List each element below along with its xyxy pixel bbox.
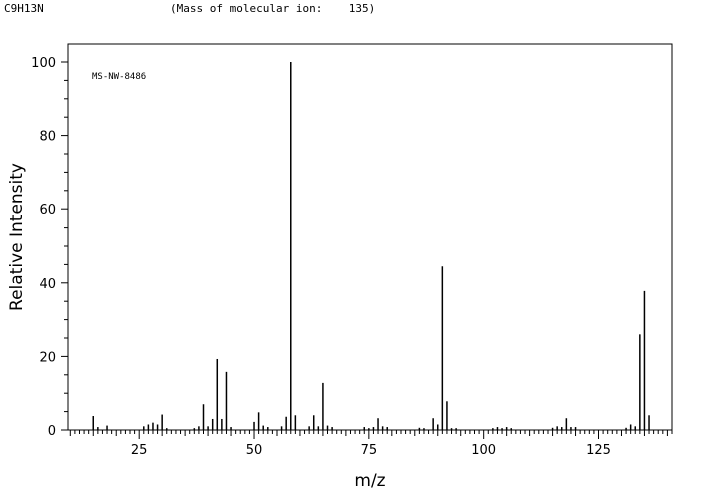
- annotation: MS-NW-8486: [92, 72, 146, 82]
- plot-frame: [67, 43, 673, 431]
- y-tick-label: 60: [39, 203, 56, 218]
- x-axis-label: m/z: [354, 471, 385, 491]
- y-tick-label: 40: [39, 277, 56, 292]
- y-tick-label: 0: [48, 424, 56, 439]
- x-tick-label: 125: [586, 443, 611, 458]
- formula: C9H13N: [4, 2, 44, 15]
- y-tick-label: 80: [39, 130, 56, 145]
- y-tick-label: 100: [31, 56, 56, 71]
- x-tick-label: 100: [471, 443, 496, 458]
- y-tick-label: 20: [39, 350, 56, 365]
- x-tick-label: 25: [131, 443, 148, 458]
- x-tick-label: 75: [361, 443, 378, 458]
- y-axis-label: Relative Intensity: [7, 163, 27, 311]
- molecular-ion-label: (Mass of molecular ion: 135): [170, 2, 376, 15]
- x-tick-label: 50: [246, 443, 263, 458]
